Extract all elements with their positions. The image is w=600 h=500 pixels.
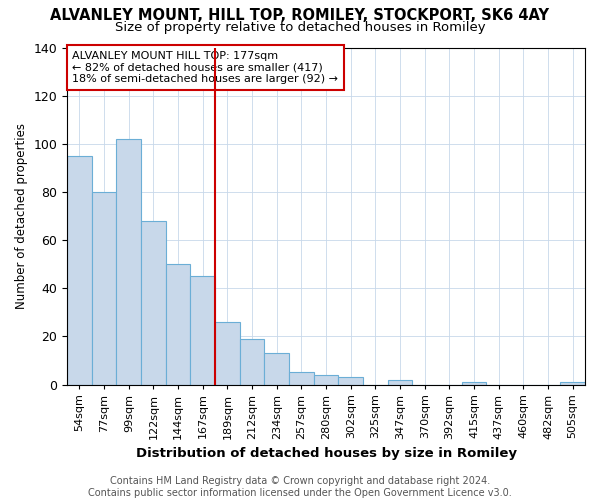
Bar bbox=[560, 382, 585, 384]
Y-axis label: Number of detached properties: Number of detached properties bbox=[15, 123, 28, 309]
X-axis label: Distribution of detached houses by size in Romiley: Distribution of detached houses by size … bbox=[136, 447, 517, 460]
Bar bbox=[92, 192, 116, 384]
Bar bbox=[190, 276, 215, 384]
Bar bbox=[289, 372, 314, 384]
Bar bbox=[338, 378, 363, 384]
Bar bbox=[166, 264, 190, 384]
Bar bbox=[462, 382, 487, 384]
Text: ALVANLEY MOUNT HILL TOP: 177sqm
← 82% of detached houses are smaller (417)
18% o: ALVANLEY MOUNT HILL TOP: 177sqm ← 82% of… bbox=[73, 51, 338, 84]
Bar bbox=[314, 375, 338, 384]
Bar bbox=[240, 339, 265, 384]
Bar bbox=[141, 221, 166, 384]
Bar bbox=[67, 156, 92, 384]
Bar bbox=[116, 139, 141, 384]
Text: Contains HM Land Registry data © Crown copyright and database right 2024.
Contai: Contains HM Land Registry data © Crown c… bbox=[88, 476, 512, 498]
Text: ALVANLEY MOUNT, HILL TOP, ROMILEY, STOCKPORT, SK6 4AY: ALVANLEY MOUNT, HILL TOP, ROMILEY, STOCK… bbox=[50, 8, 550, 22]
Bar bbox=[215, 322, 240, 384]
Bar bbox=[265, 353, 289, 384]
Bar bbox=[388, 380, 412, 384]
Text: Size of property relative to detached houses in Romiley: Size of property relative to detached ho… bbox=[115, 21, 485, 34]
